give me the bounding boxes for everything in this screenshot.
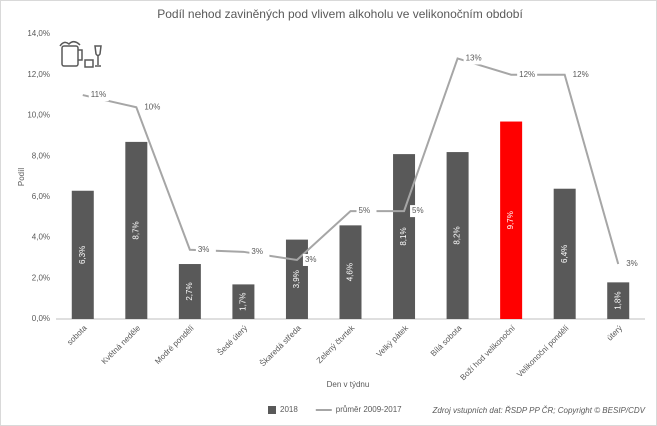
y-axis-label: Podíl xyxy=(17,168,26,186)
line-value-label: 3% xyxy=(305,255,317,264)
line-value-label: 3% xyxy=(198,245,210,254)
y-tick-label: 14,0% xyxy=(27,29,50,38)
bar-value-label: 1,7% xyxy=(239,293,248,311)
y-tick-label: 2,0% xyxy=(32,273,50,282)
bar xyxy=(125,141,148,319)
label-background xyxy=(570,68,591,81)
y-tick-label: 8,0% xyxy=(32,151,50,160)
chart-title: Podíl nehod zaviněných pod vlivem alkoho… xyxy=(157,7,523,21)
line-value-label: 5% xyxy=(412,206,424,215)
line-value-label: 3% xyxy=(626,259,638,268)
label-background xyxy=(410,205,431,218)
label-background xyxy=(302,253,323,266)
y-tick-label: 6,0% xyxy=(32,192,50,201)
y-tick-label: 0,0% xyxy=(32,314,50,323)
bar xyxy=(232,284,255,319)
line-value-label: 12% xyxy=(519,70,535,79)
legend-label: průměr 2009-2017 xyxy=(336,405,402,414)
label-background xyxy=(142,101,163,114)
line-value-label: 3% xyxy=(251,247,263,256)
bar-value-label: 2,7% xyxy=(185,282,194,300)
bar-value-label: 6,4% xyxy=(560,245,569,263)
label-background xyxy=(624,258,645,271)
line-value-label: 12% xyxy=(573,70,589,79)
bar xyxy=(446,152,469,319)
bar-value-label: 8,1% xyxy=(399,227,408,245)
label-background xyxy=(249,245,270,258)
alcohol-icon xyxy=(59,41,102,68)
line-value-label: 10% xyxy=(144,102,160,111)
label-background xyxy=(88,89,109,102)
bar-value-label: 6,3% xyxy=(78,246,87,264)
bar-value-label: 4,6% xyxy=(346,263,355,281)
line-value-label: 5% xyxy=(359,206,371,215)
x-axis-label: Den v týdnu xyxy=(327,380,370,389)
bar xyxy=(553,188,576,319)
bar-value-label: 9,7% xyxy=(506,211,515,229)
line-value-label: 13% xyxy=(466,54,482,63)
source-note: Zdroj vstupních dat: ŘSDP PP ČR; Copyrig… xyxy=(432,406,646,415)
bar-value-label: 8,2% xyxy=(453,226,462,244)
bar xyxy=(607,282,630,319)
label-background xyxy=(517,68,538,81)
line-value-label: 11% xyxy=(91,90,106,99)
label-background xyxy=(463,52,484,65)
bar xyxy=(339,225,362,319)
legend-swatch xyxy=(268,406,276,414)
bar-value-label: 1,8% xyxy=(613,292,622,310)
bar xyxy=(500,121,523,320)
y-tick-label: 12,0% xyxy=(27,70,50,79)
y-tick-label: 10,0% xyxy=(27,111,50,120)
y-tick-label: 4,0% xyxy=(32,233,50,242)
bar xyxy=(178,264,201,319)
bar-value-label: 3,9% xyxy=(292,270,301,288)
bar xyxy=(71,190,94,319)
legend-label: 2018 xyxy=(280,405,298,414)
bar-value-label: 8,7% xyxy=(131,221,140,239)
label-background xyxy=(195,243,216,256)
label-background xyxy=(356,205,377,218)
